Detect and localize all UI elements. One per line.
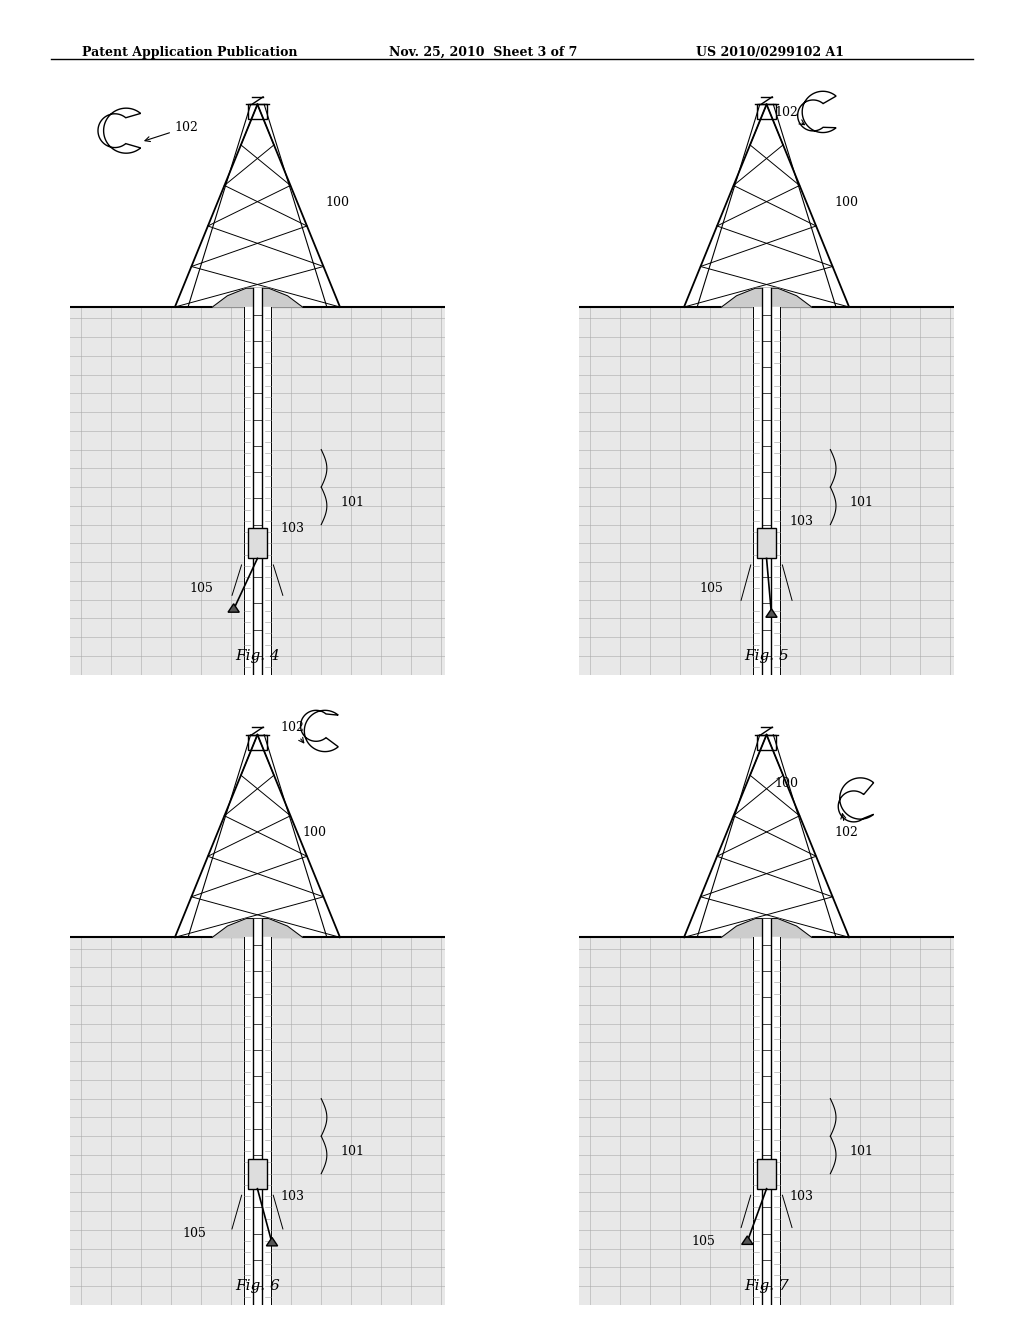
Polygon shape	[245, 937, 270, 1305]
Text: 101: 101	[849, 1144, 873, 1158]
Polygon shape	[754, 308, 779, 675]
Text: 102: 102	[145, 120, 199, 141]
Text: US 2010/0299102 A1: US 2010/0299102 A1	[696, 46, 845, 59]
Polygon shape	[798, 91, 837, 132]
Polygon shape	[212, 288, 302, 308]
Text: 100: 100	[774, 777, 798, 791]
Bar	[248, 735, 267, 750]
Polygon shape	[762, 919, 771, 1305]
Text: Fig. 6: Fig. 6	[236, 1279, 280, 1294]
Bar	[560, 308, 973, 675]
Text: 105: 105	[189, 582, 214, 595]
Text: 103: 103	[280, 523, 304, 535]
Text: 103: 103	[280, 1189, 304, 1203]
Polygon shape	[212, 919, 302, 937]
Text: 102: 102	[774, 106, 805, 124]
Polygon shape	[722, 919, 812, 937]
Polygon shape	[762, 288, 771, 675]
Polygon shape	[839, 777, 873, 822]
Text: 102: 102	[835, 813, 858, 840]
Bar	[560, 937, 973, 1305]
Bar	[757, 735, 776, 750]
Text: 103: 103	[790, 1189, 813, 1203]
Polygon shape	[722, 288, 812, 308]
Text: 102: 102	[280, 721, 304, 743]
Text: Nov. 25, 2010  Sheet 3 of 7: Nov. 25, 2010 Sheet 3 of 7	[389, 46, 578, 59]
Bar	[248, 528, 267, 558]
Polygon shape	[245, 308, 270, 675]
Polygon shape	[741, 1236, 753, 1245]
Bar	[757, 104, 776, 119]
Polygon shape	[253, 919, 262, 1305]
Text: 100: 100	[835, 195, 858, 209]
Polygon shape	[266, 1237, 278, 1246]
Text: 105: 105	[699, 582, 723, 595]
Polygon shape	[766, 609, 777, 618]
Text: 101: 101	[849, 496, 873, 510]
Bar	[248, 104, 267, 119]
Bar	[757, 1159, 776, 1189]
Polygon shape	[253, 288, 262, 675]
Bar	[51, 937, 464, 1305]
Polygon shape	[98, 108, 140, 153]
Text: 105: 105	[691, 1236, 716, 1247]
Text: Patent Application Publication: Patent Application Publication	[82, 46, 297, 59]
Text: 100: 100	[325, 195, 349, 209]
Text: Fig. 7: Fig. 7	[744, 1279, 788, 1294]
Bar	[248, 1159, 267, 1189]
Text: 100: 100	[302, 826, 327, 840]
Text: 101: 101	[340, 1144, 364, 1158]
Text: Fig. 4: Fig. 4	[236, 648, 280, 663]
Text: 103: 103	[790, 515, 813, 528]
Text: 101: 101	[340, 496, 364, 510]
Polygon shape	[754, 937, 779, 1305]
Polygon shape	[228, 603, 240, 612]
Bar	[757, 528, 776, 558]
Text: Fig. 5: Fig. 5	[744, 648, 788, 663]
Bar	[51, 308, 464, 675]
Polygon shape	[301, 710, 338, 751]
Text: 105: 105	[182, 1228, 206, 1241]
